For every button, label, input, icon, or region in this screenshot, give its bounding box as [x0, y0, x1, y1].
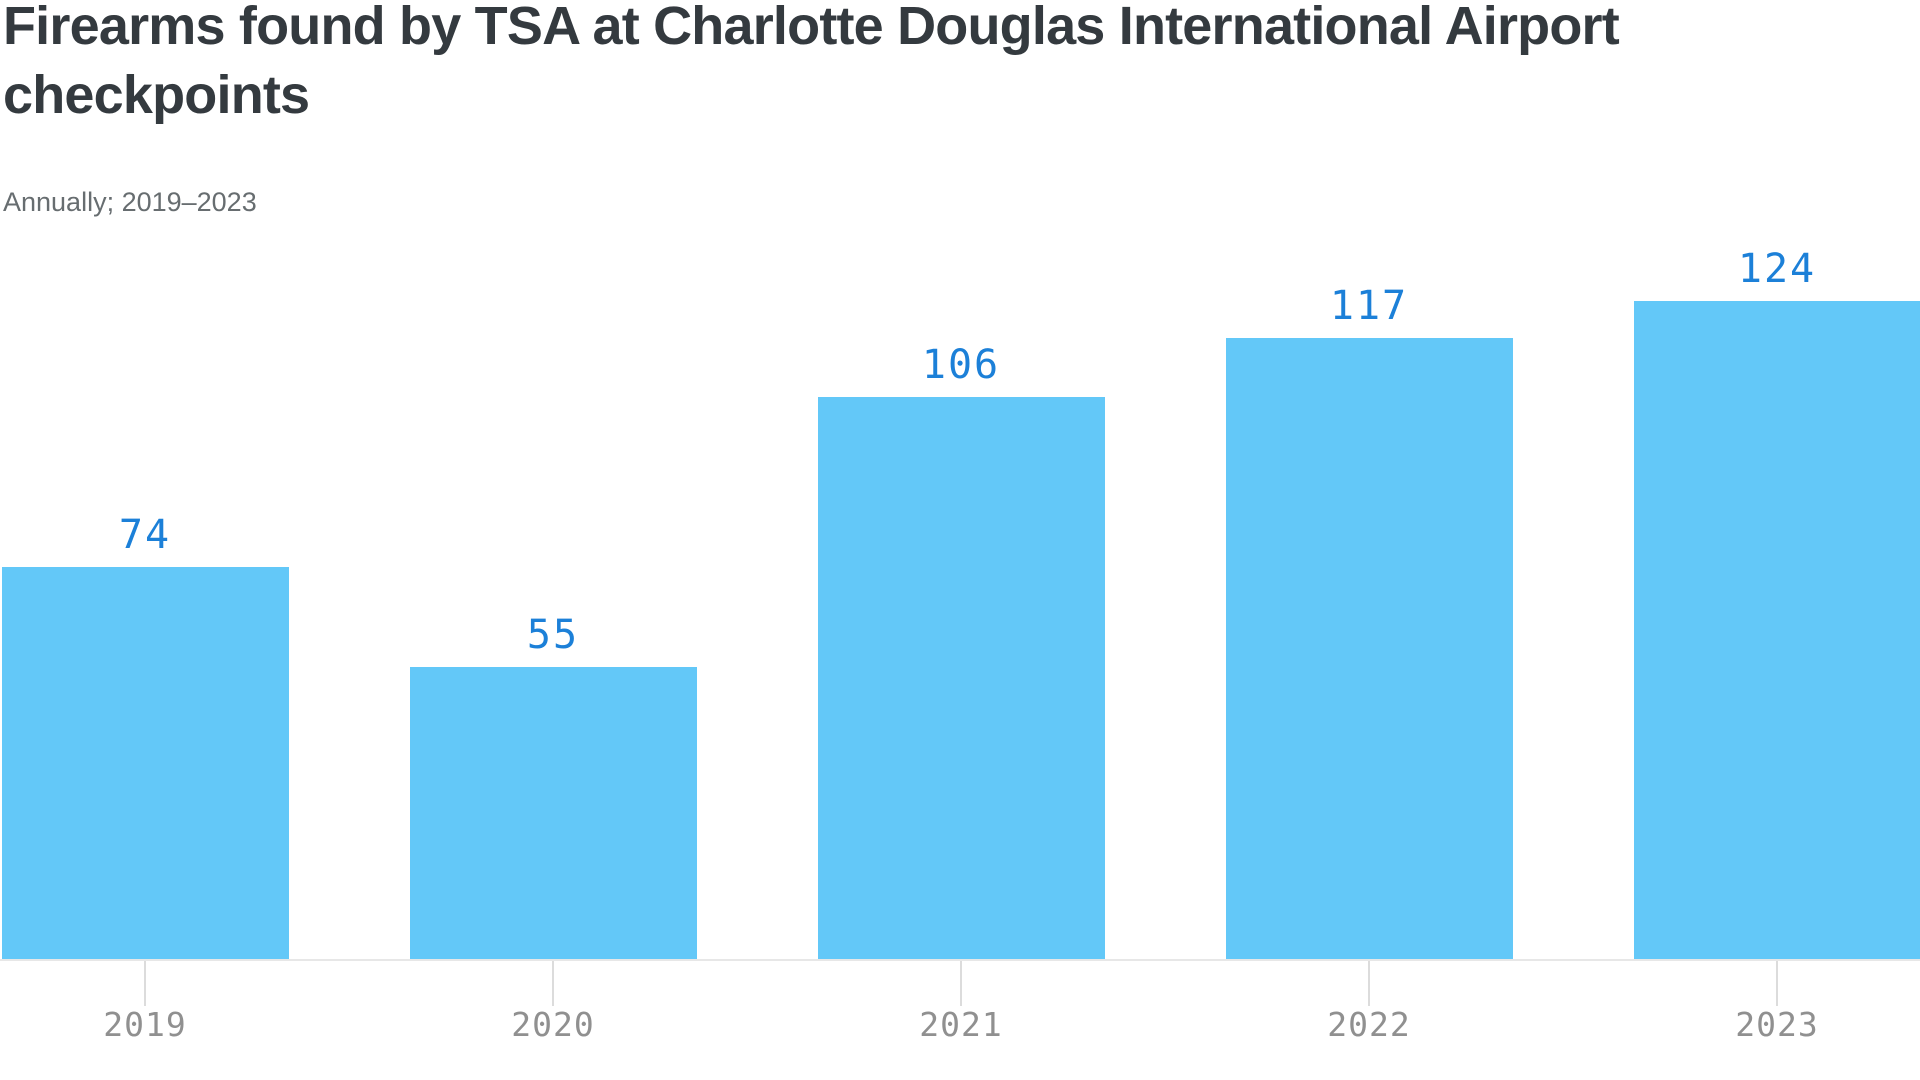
- chart-subtitle: Annually; 2019–2023: [3, 187, 257, 217]
- bar-column-2021: 106: [817, 0, 1105, 959]
- chart-title: Firearms found by TSA at Charlotte Dougl…: [3, 0, 1620, 125]
- x-axis-tick: [1368, 961, 1370, 1006]
- bar-value-label: 117: [1329, 283, 1409, 329]
- bar-2022: [1225, 338, 1513, 959]
- x-axis-tick-label: 2022: [1327, 1005, 1411, 1044]
- bar-column-2019: 74: [1, 0, 289, 959]
- bar-chart-plot-area: 74 55 106 117 124: [1, 0, 1920, 959]
- x-axis-line: [0, 959, 1920, 961]
- bar-column-2020: 55: [409, 0, 697, 959]
- bar-value-label: 106: [921, 342, 1001, 388]
- bar-value-label: 55: [526, 612, 580, 658]
- x-axis-tick-label: 2021: [919, 1005, 1003, 1044]
- x-axis-tick: [1776, 961, 1778, 1006]
- bar-2023: [1633, 301, 1920, 959]
- bar-2021: [817, 397, 1105, 959]
- bar-column-2023: 124: [1633, 0, 1920, 959]
- bar-value-label: 74: [118, 512, 172, 558]
- x-axis-tick: [144, 961, 146, 1006]
- x-axis-tick: [552, 961, 554, 1006]
- x-axis-tick-label: 2020: [511, 1005, 595, 1044]
- bar-column-2022: 117: [1225, 0, 1513, 959]
- x-axis-tick-label: 2023: [1735, 1005, 1819, 1044]
- bar-value-label: 124: [1737, 246, 1817, 292]
- bar-2019: [1, 567, 289, 959]
- x-axis-tick: [960, 961, 962, 1006]
- bar-2020: [409, 667, 697, 959]
- x-axis-tick-label: 2019: [103, 1005, 187, 1044]
